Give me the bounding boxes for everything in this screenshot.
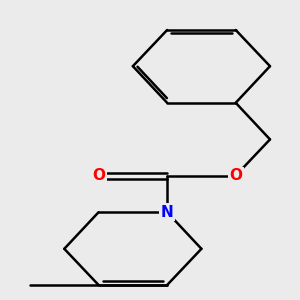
Text: N: N [161,205,173,220]
Text: O: O [229,168,242,183]
Text: O: O [92,168,105,183]
